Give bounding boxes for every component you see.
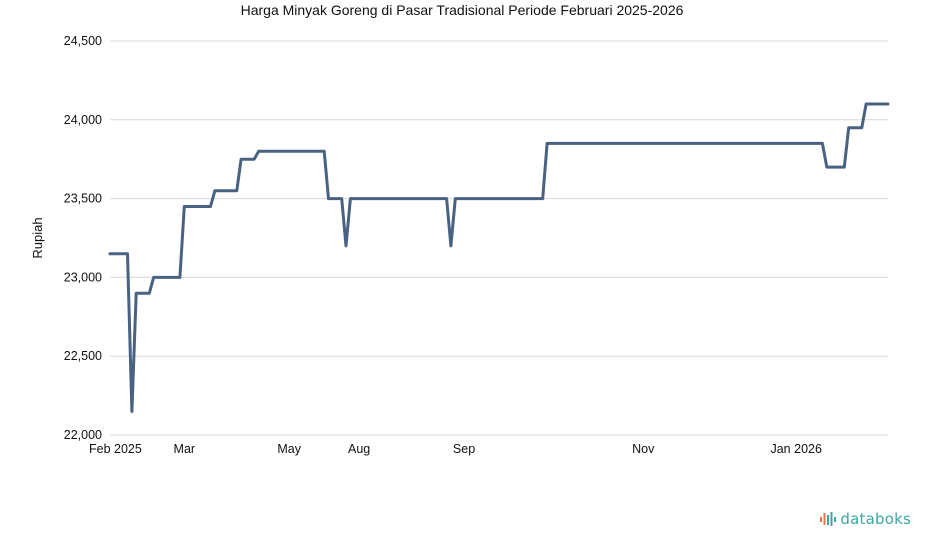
bar-signal-icon: [820, 512, 837, 526]
x-axis-ticks: Feb 2025 Mar May Aug Sep Nov Jan 2026: [89, 442, 822, 456]
x-tick-label: Feb 2025: [89, 442, 142, 456]
series-line: [108, 102, 890, 413]
y-tick-label: 24,000: [64, 113, 102, 127]
y-axis-ticks: 22,000 22,500 23,000 23,500 24,000 24,500: [64, 34, 102, 442]
y-tick-label: 23,000: [64, 270, 102, 284]
y-axis-label: Rupiah: [30, 217, 45, 258]
x-tick-label: May: [277, 442, 301, 456]
x-tick-label: Jan 2026: [770, 442, 821, 456]
y-tick-label: 23,500: [64, 192, 102, 206]
databoks-logo: databoks: [819, 510, 911, 528]
x-tick-label: Nov: [632, 442, 655, 456]
y-tick-label: 22,500: [64, 349, 102, 363]
y-tick-label: 22,000: [64, 428, 102, 442]
x-tick-label: Aug: [348, 442, 370, 456]
logo-text: databoks: [840, 510, 911, 528]
series-layer: [108, 102, 890, 413]
chart-title: Harga Minyak Goreng di Pasar Tradisional…: [241, 2, 684, 18]
y-tick-label: 24,500: [64, 34, 102, 48]
x-tick-label: Sep: [453, 442, 475, 456]
grid-lines: [110, 40, 888, 436]
x-tick-label: Mar: [174, 442, 196, 456]
